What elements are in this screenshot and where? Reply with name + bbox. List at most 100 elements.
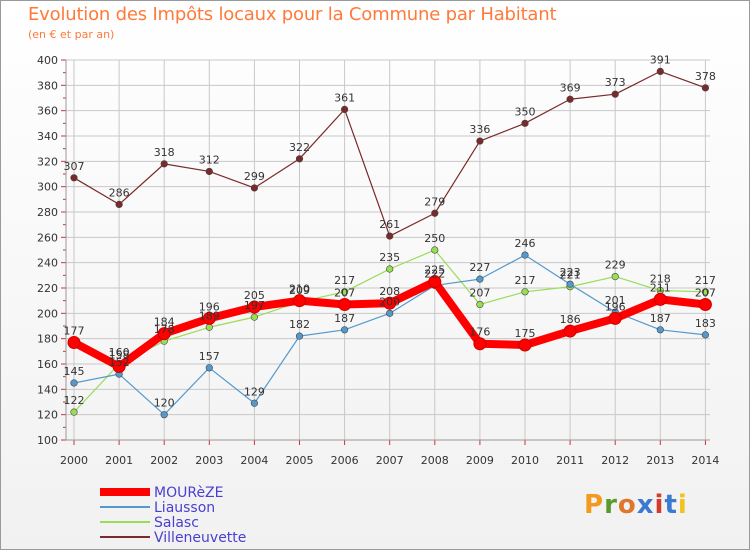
data-point-liausson [656, 326, 664, 334]
x-tick-label: 2000 [60, 454, 88, 467]
data-label-liausson: 246 [515, 237, 536, 250]
data-point-liausson [566, 280, 574, 288]
data-label-salasc: 122 [64, 394, 85, 407]
series-lines [67, 67, 712, 419]
data-point-liausson [341, 326, 349, 334]
data-label-mour-ze: 225 [424, 264, 445, 277]
y-tick-label: 380 [37, 79, 58, 92]
data-label-mour-ze: 176 [469, 326, 490, 339]
data-label-villeneuvette: 299 [244, 170, 265, 183]
x-tick-label: 2003 [195, 454, 223, 467]
data-point-salasc [341, 288, 349, 296]
data-point-salasc [611, 273, 619, 281]
logo-letter: P [584, 490, 605, 520]
data-point-villeneuvette [476, 137, 484, 145]
data-point-villeneuvette [431, 209, 439, 217]
logo-letter: r [604, 490, 618, 520]
data-label-liausson: 182 [289, 318, 310, 331]
y-tick-label: 160 [37, 358, 58, 371]
x-tick-label: 2014 [691, 454, 719, 467]
data-label-villeneuvette: 286 [109, 186, 130, 199]
data-point-liausson [521, 251, 529, 259]
data-label-villeneuvette: 279 [424, 195, 445, 208]
data-label-salasc: 229 [605, 259, 626, 272]
x-tick-label: 2002 [150, 454, 178, 467]
legend-label-liausson: Liausson [154, 500, 215, 516]
data-label-mour-ze: 208 [379, 285, 400, 298]
data-point-mour-ze [293, 294, 306, 308]
data-label-liausson: 227 [469, 261, 490, 274]
data-point-liausson [476, 275, 484, 283]
x-tick-label: 2004 [240, 454, 268, 467]
data-label-mour-ze: 184 [154, 316, 175, 329]
data-label-liausson: 183 [695, 317, 716, 330]
data-label-liausson: 222 [424, 267, 445, 280]
data-point-mour-ze [428, 275, 442, 289]
y-tick-label: 260 [37, 231, 58, 244]
data-labels: 307 286 318 312 299 322 361 261 279 336 350 369 373 3… [64, 53, 716, 409]
data-point-villeneuvette [566, 95, 574, 103]
data-label-salasc: 221 [560, 269, 581, 282]
chart-subtitle: (en € et par an) [28, 28, 115, 41]
x-tick-label: 2005 [286, 454, 314, 467]
data-label-liausson: 129 [244, 385, 265, 398]
y-tick-label: 280 [37, 206, 58, 219]
data-label-villeneuvette: 336 [469, 123, 490, 136]
x-tick-label: 2011 [556, 454, 584, 467]
data-point-villeneuvette [341, 105, 349, 113]
x-tick-label: 2006 [331, 454, 359, 467]
data-point-salasc [386, 265, 394, 273]
y-tick-label: 400 [37, 54, 58, 67]
data-label-liausson: 201 [605, 294, 626, 307]
x-tick-label: 2008 [421, 454, 449, 467]
y-tick-label: 300 [37, 181, 58, 194]
data-point-mour-ze [563, 324, 577, 338]
data-label-salasc: 160 [109, 346, 130, 359]
data-label-liausson: 120 [154, 397, 175, 410]
data-label-salasc: 250 [424, 232, 445, 245]
data-label-villeneuvette: 322 [289, 141, 310, 154]
data-label-liausson: 200 [379, 295, 400, 308]
logo-letter: o [617, 490, 637, 520]
data-point-mour-ze [698, 297, 712, 311]
data-point-mour-ze [247, 300, 261, 314]
data-point-villeneuvette [115, 200, 123, 208]
x-tick-label: 2001 [105, 454, 133, 467]
data-point-liausson [386, 309, 394, 317]
x-tick-label: 2010 [511, 454, 539, 467]
y-tick-label: 120 [37, 409, 58, 422]
y-tick-label: 360 [37, 105, 58, 118]
data-label-salasc: 217 [334, 274, 355, 287]
data-label-liausson: 187 [334, 312, 355, 325]
data-label-villeneuvette: 369 [560, 81, 581, 94]
data-point-salasc [205, 323, 213, 331]
legend-label-villeneuvette: Villeneuvette [154, 530, 246, 546]
data-point-liausson [250, 399, 258, 407]
data-point-mour-ze [338, 297, 352, 311]
legend-label-salasc: Salasc [154, 515, 199, 531]
data-point-salasc [70, 408, 78, 416]
data-label-mour-ze: 177 [64, 324, 85, 337]
chart-title: Evolution des Impôts locaux pour la Comm… [28, 4, 557, 25]
y-tick-label: 140 [37, 383, 58, 396]
data-label-salasc: 217 [695, 274, 716, 287]
data-point-salasc [701, 288, 710, 296]
data-point-villeneuvette [656, 67, 664, 75]
data-point-villeneuvette [205, 167, 213, 176]
legend-label-mour-ze: MOURèZE [154, 485, 224, 501]
y-tick-label: 100 [37, 434, 58, 447]
data-point-salasc [250, 313, 258, 321]
data-point-mour-ze [67, 335, 81, 349]
data-label-mour-ze: 186 [560, 313, 581, 326]
data-point-mour-ze [202, 311, 216, 325]
data-point-villeneuvette [70, 174, 78, 182]
data-point-villeneuvette [386, 232, 394, 240]
data-point-villeneuvette [611, 90, 619, 98]
data-point-mour-ze [518, 338, 532, 352]
x-tick-label: 2013 [646, 454, 674, 467]
data-label-salasc: 217 [515, 274, 536, 287]
data-point-mour-ze [653, 292, 667, 306]
data-point-liausson [160, 411, 168, 419]
